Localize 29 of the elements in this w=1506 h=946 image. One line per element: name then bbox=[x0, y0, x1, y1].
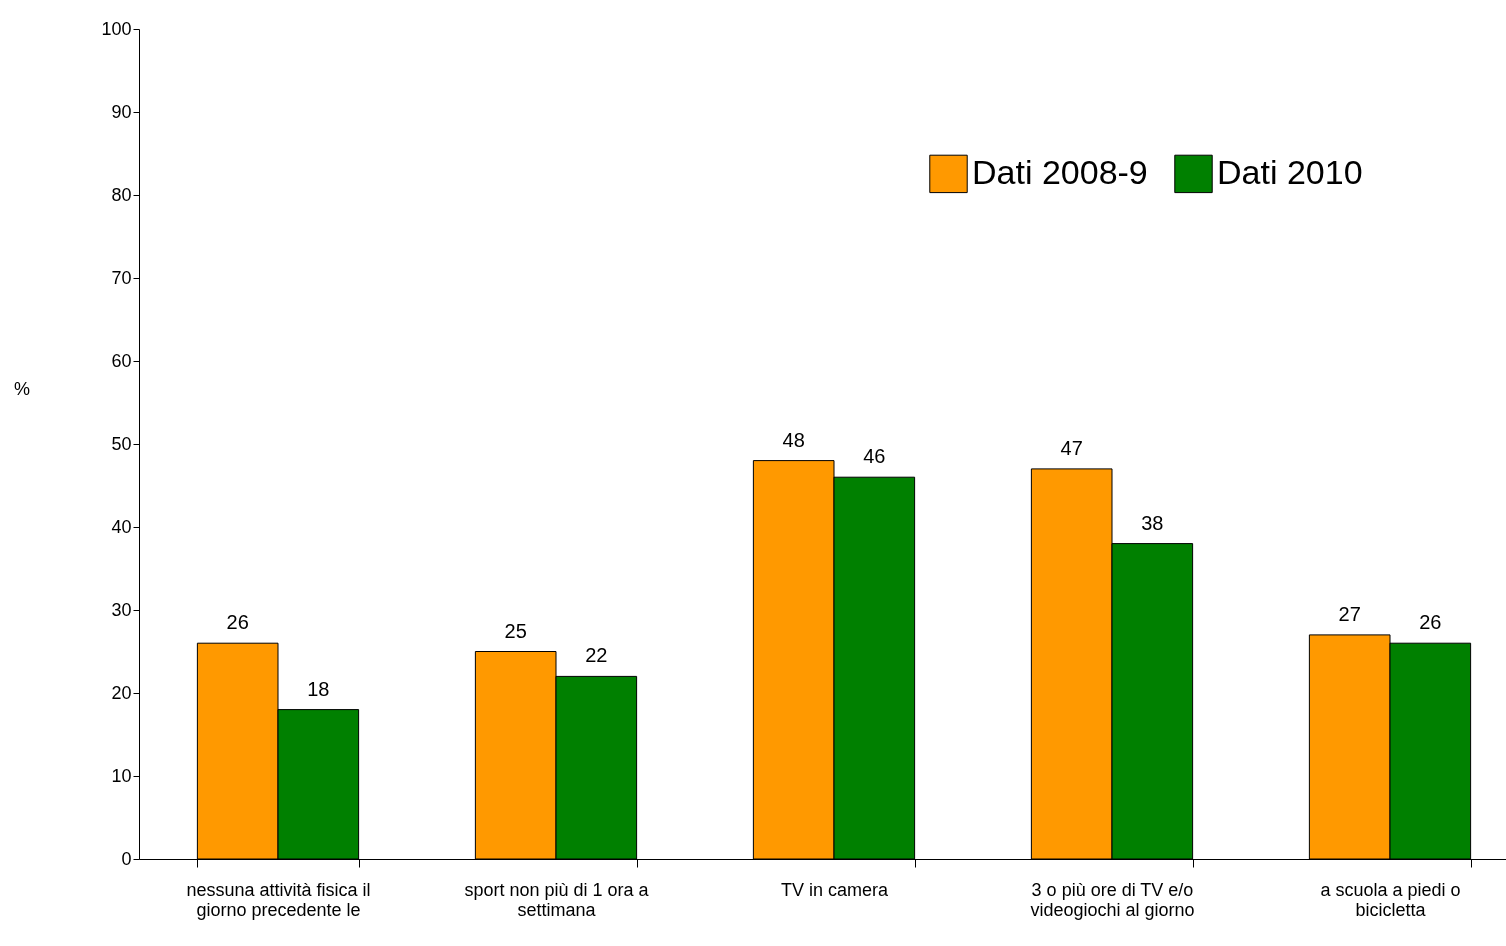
y-tick-label: 0 bbox=[121, 848, 132, 869]
x-tick-label: sport non più di 1 ora a settimana bbox=[464, 879, 650, 920]
y-tick-label: 20 bbox=[111, 682, 132, 703]
legend-label: Dati 2008-9 bbox=[972, 152, 1148, 191]
x-tick-label: TV in camera bbox=[780, 879, 889, 900]
data-label: 26 bbox=[226, 611, 249, 634]
data-label: 26 bbox=[1419, 611, 1442, 634]
x-tick-label: a scuola a piedi o bicicletta bbox=[1320, 879, 1461, 920]
data-label: 25 bbox=[504, 619, 527, 642]
x-tick-label: 3 o più ore di TV e/o videogiochi al giorno bbox=[1030, 879, 1195, 920]
data-label: 38 bbox=[1141, 511, 1164, 534]
y-tick-label: 40 bbox=[111, 516, 132, 537]
y-tick-label: 100 bbox=[101, 18, 132, 39]
y-tick-label: 70 bbox=[111, 267, 132, 288]
data-label: 18 bbox=[307, 677, 330, 700]
y-tick-label: 30 bbox=[111, 599, 132, 620]
y-tick-label: 10 bbox=[111, 765, 132, 786]
y-tick-label: 60 bbox=[111, 350, 132, 371]
y-tick-label: 50 bbox=[111, 433, 132, 454]
data-label: 22 bbox=[585, 644, 608, 667]
data-label: 47 bbox=[1060, 436, 1083, 459]
data-label: 27 bbox=[1338, 602, 1361, 625]
x-tick-label: nessuna attività fisica il giorno precedente le bbox=[186, 879, 371, 920]
y-axis-title: % bbox=[14, 379, 31, 399]
data-label: 48 bbox=[782, 428, 805, 451]
y-tick-label: 80 bbox=[111, 184, 132, 205]
data-label: 46 bbox=[863, 445, 886, 468]
legend-label: Dati 2010 bbox=[1217, 152, 1363, 191]
y-tick-label: 90 bbox=[111, 101, 132, 122]
